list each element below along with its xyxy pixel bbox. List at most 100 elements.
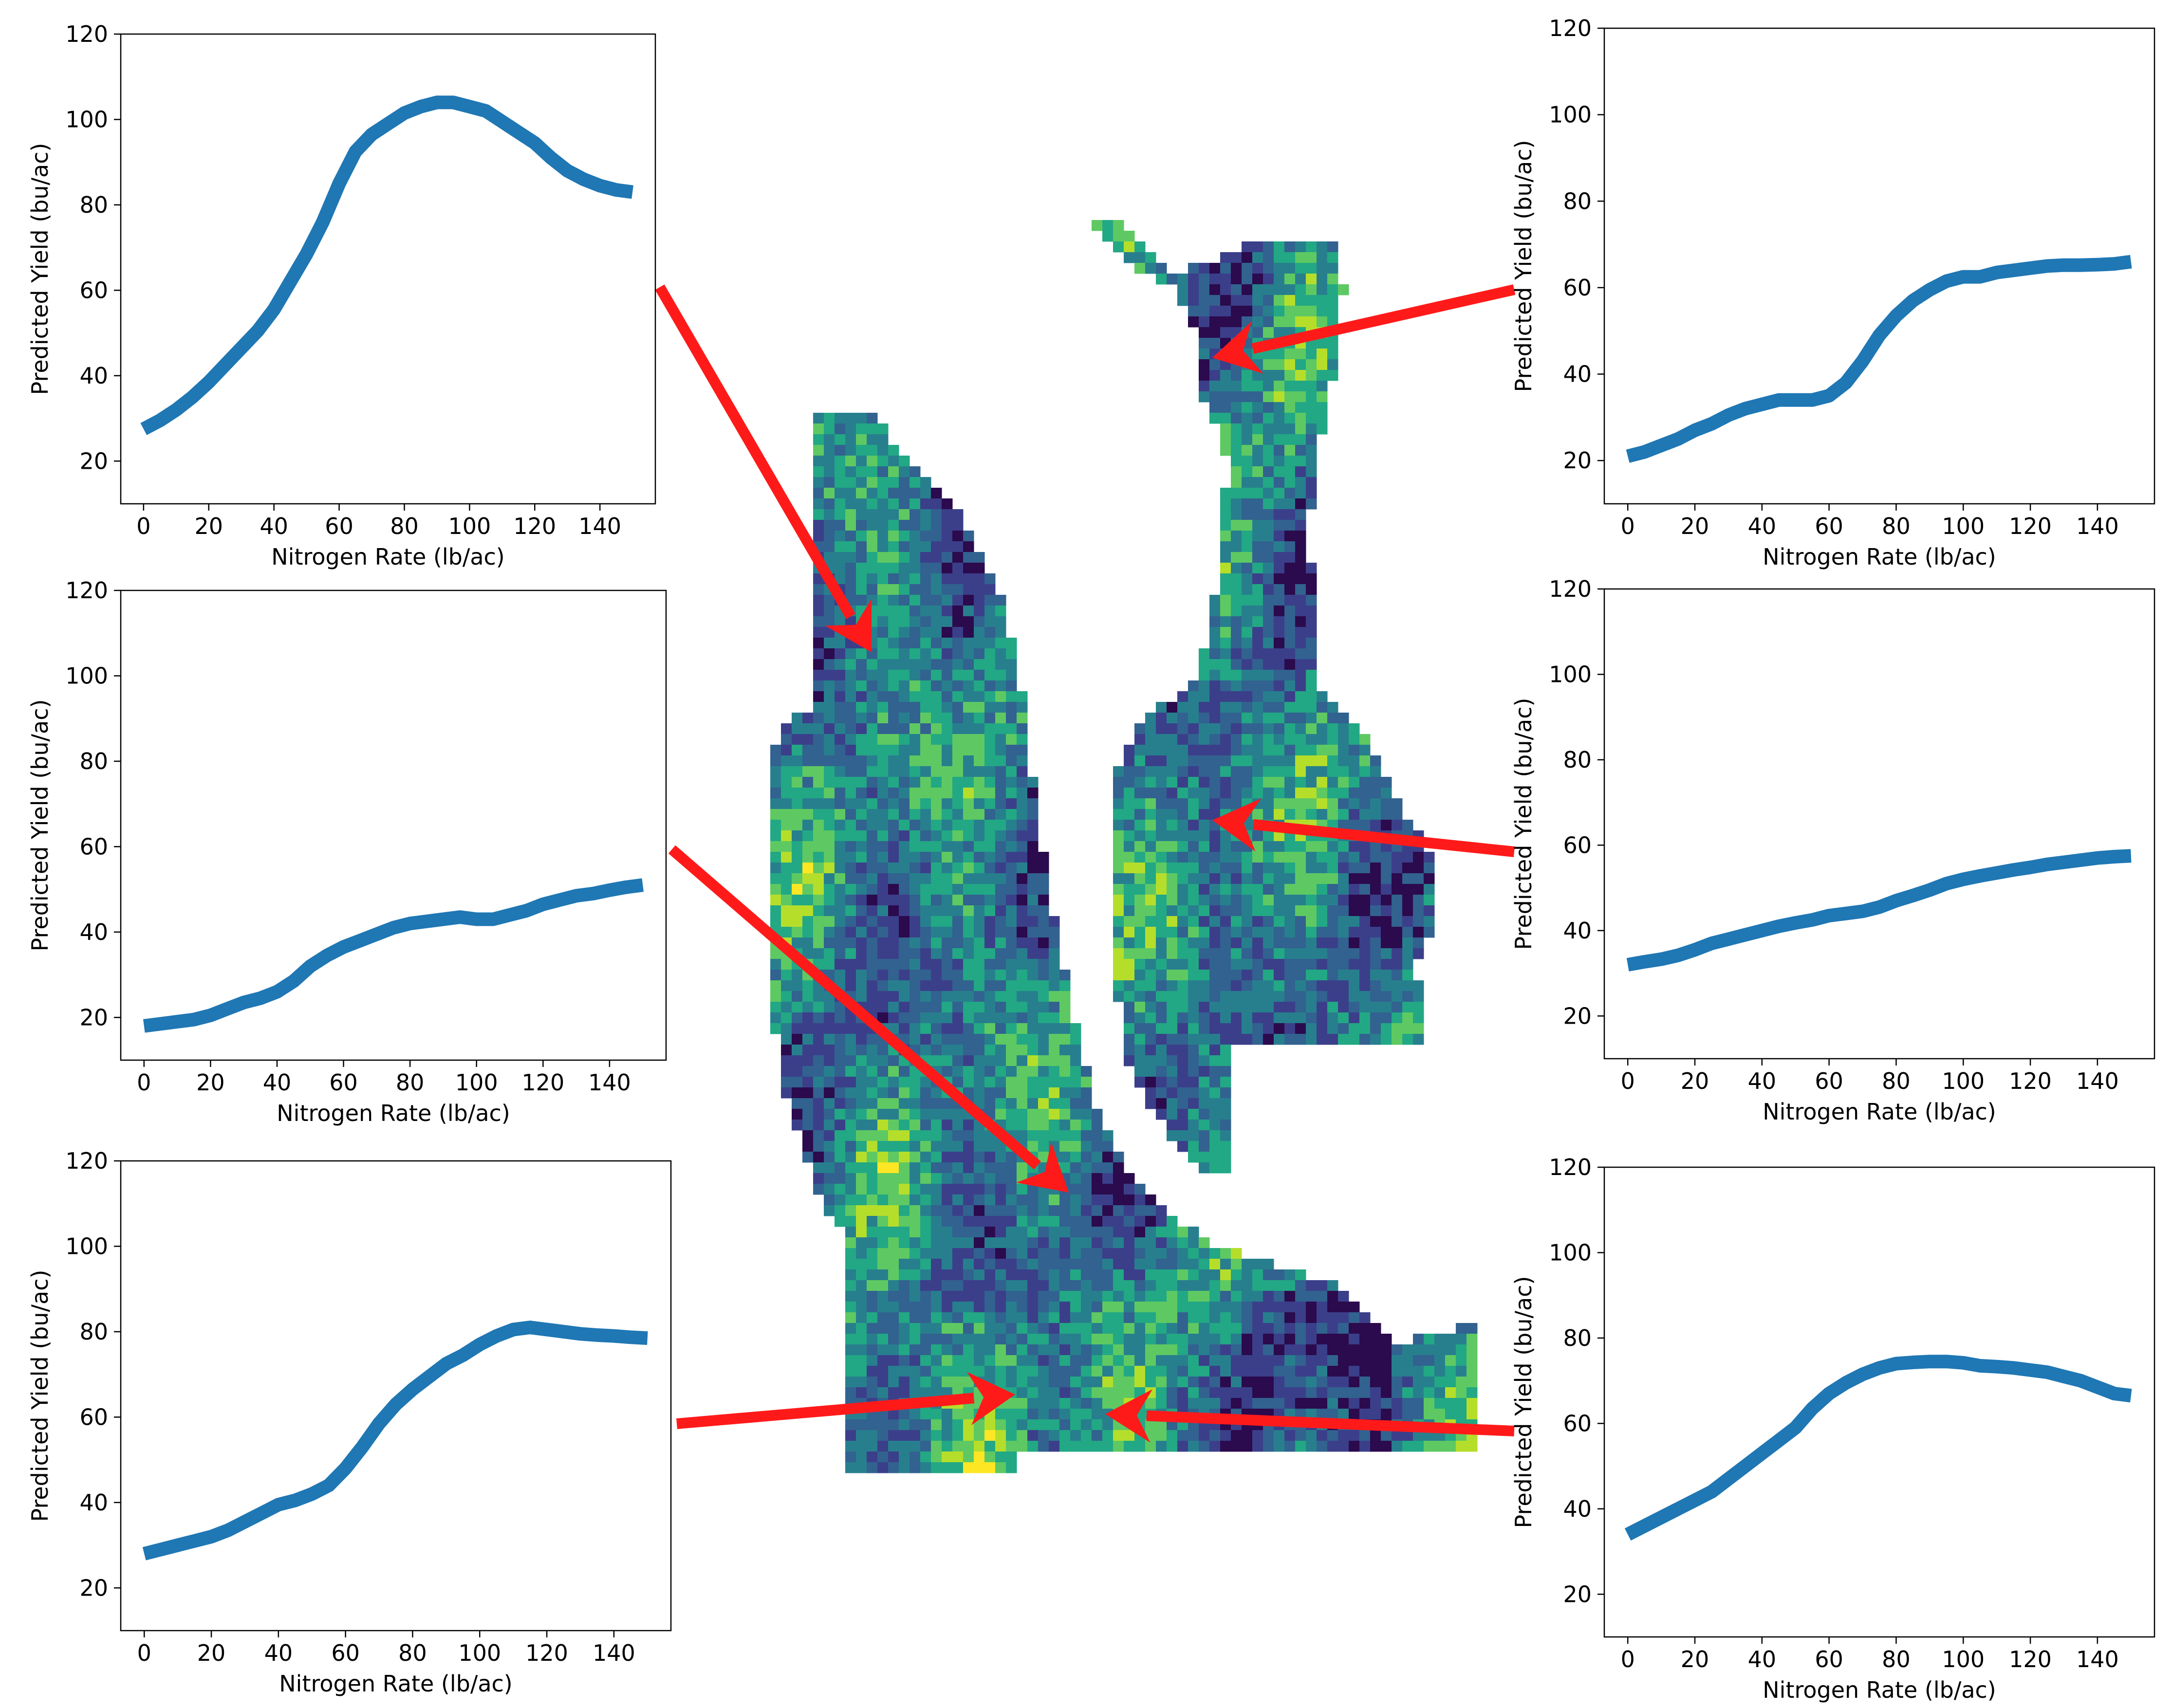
map-cell [1038, 1280, 1049, 1291]
map-cell [1295, 852, 1306, 863]
map-cell [835, 520, 846, 531]
map-cell [845, 573, 856, 585]
map-cell [1167, 970, 1178, 981]
map-cell [1188, 1387, 1199, 1398]
map-cell [845, 498, 856, 510]
map-cell [899, 680, 910, 692]
map-cell [1392, 1023, 1403, 1034]
map-cell [813, 830, 824, 842]
map-cell [867, 1162, 878, 1174]
map-cell [888, 916, 899, 927]
map-cell [931, 927, 942, 938]
map-cell [1263, 1355, 1274, 1366]
map-cell [1284, 659, 1296, 670]
map-cell [877, 820, 889, 831]
map-cell [813, 1012, 824, 1024]
map-cell [899, 573, 910, 585]
map-cell [942, 616, 953, 627]
map-cell [1220, 552, 1231, 563]
map-cell [1059, 1034, 1071, 1045]
map-cell [963, 1344, 974, 1356]
map-cell [942, 1377, 953, 1388]
map-cell [899, 1205, 910, 1216]
map-cell [877, 670, 889, 681]
map-cell [1167, 937, 1178, 949]
map-cell [1327, 1323, 1338, 1334]
map-cell [920, 1344, 931, 1356]
map-cell [1231, 766, 1242, 777]
map-cell [1467, 1366, 1478, 1377]
x-tick-label: 80 [1882, 513, 1911, 539]
map-cell [1295, 541, 1306, 552]
map-cell [1038, 1120, 1049, 1131]
map-cell [845, 1194, 856, 1206]
map-cell [963, 1002, 974, 1013]
map-cell [1188, 841, 1199, 852]
map-cell [899, 970, 910, 981]
map-cell [1209, 659, 1221, 670]
map-cell [1049, 1120, 1060, 1131]
map-cell [835, 905, 846, 917]
map-cell [1220, 531, 1231, 542]
map-cell [856, 1237, 867, 1249]
map-cell [1317, 970, 1328, 981]
map-cell [1252, 616, 1263, 627]
map-cell [835, 1077, 846, 1088]
map-cell [899, 488, 910, 499]
map-cell [1059, 1344, 1071, 1356]
arrow-shaft [1251, 284, 1516, 354]
map-cell [813, 1162, 824, 1174]
map-cell [1306, 370, 1317, 381]
map-cell [952, 1409, 964, 1420]
map-cell [931, 1034, 942, 1045]
map-cell [770, 873, 781, 884]
map-cell [1242, 1366, 1253, 1377]
map-cell [877, 456, 889, 467]
map-cell [1284, 359, 1296, 370]
map-cell [1209, 263, 1221, 274]
map-cell [856, 434, 867, 445]
map-cell [1220, 1045, 1231, 1056]
map-cell [1006, 1344, 1017, 1356]
map-cell [910, 916, 921, 927]
map-cell [1295, 991, 1306, 1002]
map-cell [845, 1012, 856, 1024]
map-cell [856, 734, 867, 745]
map-cell [1134, 1291, 1146, 1302]
map-cell [1284, 1377, 1296, 1388]
map-cell [984, 873, 996, 884]
map-cell [856, 702, 867, 713]
map-cell [963, 927, 974, 938]
map-cell [1456, 1334, 1467, 1345]
map-cell [877, 702, 889, 713]
map-cell [835, 1184, 846, 1195]
map-cell [920, 734, 931, 745]
map-cell [1167, 809, 1178, 820]
map-cell [1252, 1259, 1263, 1270]
map-cell [1370, 1366, 1381, 1377]
map-cell [845, 895, 856, 906]
map-cell [952, 1280, 964, 1291]
map-cell [952, 1302, 964, 1313]
map-cell [867, 1366, 878, 1377]
map-cell [1049, 1398, 1060, 1409]
map-cell [1252, 702, 1263, 713]
map-cell [1392, 916, 1403, 927]
map-cell [802, 734, 814, 745]
y-tick-label: 100 [65, 662, 108, 689]
map-cell [1049, 959, 1060, 970]
map-cell [1338, 948, 1349, 959]
map-cell [1295, 723, 1306, 735]
map-cell [974, 766, 985, 777]
map-cell [931, 1259, 942, 1270]
map-cell [1220, 327, 1231, 338]
map-cell [1424, 1355, 1435, 1366]
map-cell [899, 702, 910, 713]
map-cell [1295, 680, 1306, 692]
map-cell [1006, 1109, 1017, 1120]
map-cell [1027, 1419, 1039, 1431]
map-cell [910, 1280, 921, 1291]
map-cell [1199, 1302, 1210, 1313]
map-cell [899, 1012, 910, 1024]
map-cell [1006, 1184, 1017, 1195]
